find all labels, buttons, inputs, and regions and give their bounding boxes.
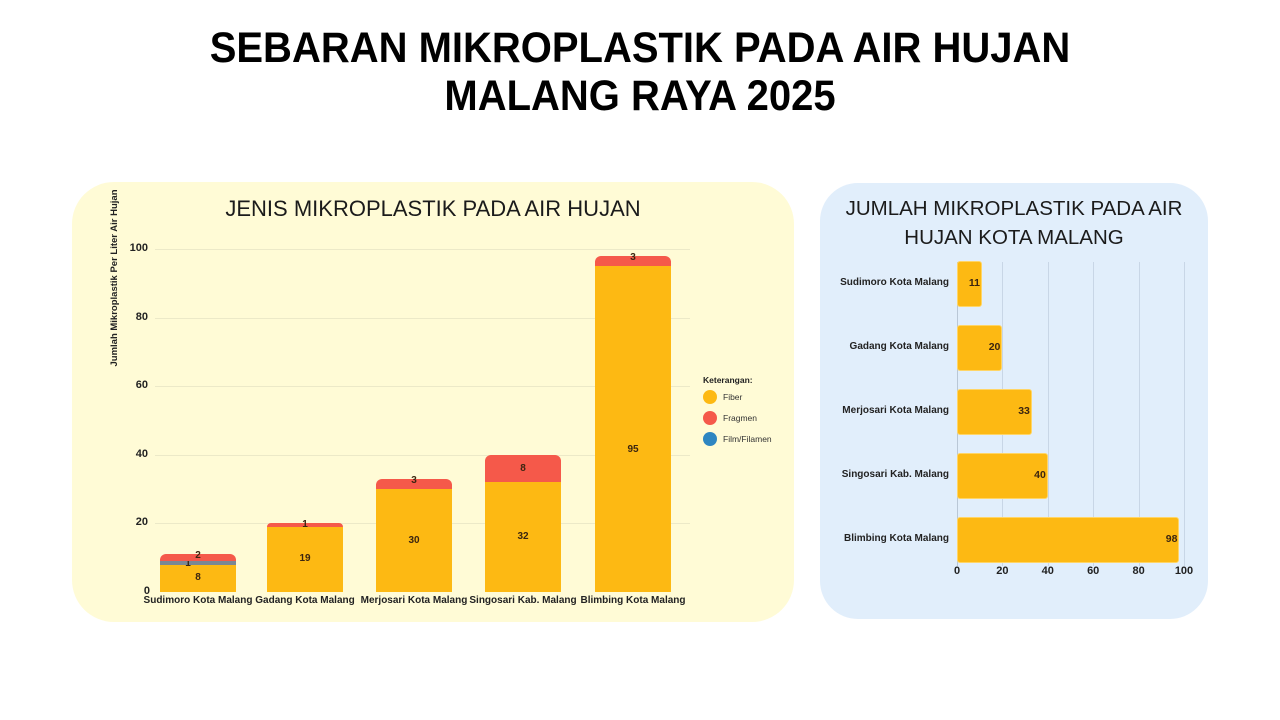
y-category-label: Merjosari Kota Malang — [842, 405, 949, 416]
horizontal-bar — [957, 325, 1003, 371]
bar-segment-fiber — [595, 266, 671, 592]
gridline — [1093, 262, 1095, 566]
x-category-label: Sudimoro Kota Malang — [143, 595, 253, 606]
horizontal-bar — [957, 517, 1180, 563]
bar-segment-fragmen — [160, 554, 236, 562]
y-axis-label: Jumlah Mikroplastik Per Liter Air Hujan — [109, 189, 120, 367]
gridline — [155, 249, 690, 250]
bar-value-label: 3 — [411, 474, 417, 486]
x-tick-label: 80 — [1132, 565, 1145, 577]
bar-value-label: 30 — [408, 534, 420, 546]
y-category-label: Blimbing Kota Malang — [844, 533, 949, 544]
y-category-label: Gadang Kota Malang — [849, 341, 949, 352]
x-category-label: Blimbing Kota Malang — [580, 595, 686, 606]
bar-value-label: 8 — [520, 462, 526, 474]
page-title-line2: MALANG RAYA 2025 — [444, 72, 836, 120]
x-tick-label: 60 — [1087, 565, 1100, 577]
horizontal-bar — [957, 453, 1048, 499]
gridline — [155, 317, 690, 319]
bar-segment-fiber — [376, 489, 452, 592]
horizontal-chart-title: JUMLAH MIKROPLASTIK PADA AIR HUJAN KOTA … — [820, 194, 1208, 252]
bar-value-label: 32 — [517, 531, 529, 543]
x-tick-label: 20 — [996, 565, 1009, 577]
bar-value-label: 19 — [299, 553, 311, 565]
fiber-swatch-icon — [703, 390, 717, 404]
y-tick-label: 100 — [129, 242, 148, 254]
page-title: SEBARAN MIKROPLASTIK PADA AIR HUJAN MALA… — [45, 24, 1235, 120]
gridline — [1138, 262, 1140, 566]
horizontal-chart-title-line2: HUJAN KOTA MALANG — [904, 226, 1124, 249]
y-tick-label: 40 — [135, 447, 148, 460]
bar-segment-film-filamen — [160, 561, 236, 565]
bar-value-label: 1 — [185, 558, 191, 570]
bar-value-label: 2 — [195, 550, 201, 562]
horizontal-bar — [957, 261, 982, 307]
bar-segment-fragmen — [376, 478, 452, 490]
bar-value-label: 8 — [195, 572, 201, 584]
gridline — [1184, 262, 1185, 566]
y-category-label: Singosari Kab. Malang — [841, 469, 949, 480]
fragmen-swatch-icon — [703, 411, 717, 425]
bar-segment-fragmen — [595, 255, 671, 267]
bar-value-label: 11 — [968, 277, 980, 289]
x-category-label: Singosari Kab. Malang — [469, 595, 577, 606]
page-title-line1: SEBARAN MIKROPLASTIK PADA AIR HUJAN — [209, 24, 1071, 72]
x-category-label: Gadang Kota Malang — [255, 595, 355, 606]
legend-item-film-filamen: Film/Filamen — [703, 432, 772, 446]
bar-value-label: 3 — [630, 251, 636, 263]
bar-segment-fiber — [160, 564, 236, 592]
legend-title: Keterangan: — [703, 375, 753, 385]
x-tick-label: 0 — [953, 565, 961, 577]
film-filamen-swatch-icon — [703, 432, 717, 446]
bar-value-label: 40 — [1034, 469, 1046, 481]
x-category-label: Merjosari Kota Malang — [360, 595, 468, 606]
y-tick-label: 80 — [135, 310, 148, 323]
horizontal-bar — [957, 389, 1032, 435]
y-tick-label: 60 — [135, 379, 148, 392]
y-tick-label: 0 — [143, 585, 150, 597]
bar-value-label: 98 — [1165, 533, 1178, 545]
x-tick-label: 100 — [1174, 565, 1194, 577]
bar-segment-fragmen — [267, 523, 343, 527]
bar-segment-fiber — [267, 526, 343, 592]
y-tick-label: 20 — [135, 516, 148, 529]
legend-label-fiber: Fiber — [723, 392, 743, 402]
legend-label-fragmen: Fragmen — [723, 413, 758, 423]
gridline — [155, 386, 690, 388]
y-category-label: Sudimoro Kota Malang — [840, 277, 949, 288]
bar-value-label: 33 — [1018, 405, 1030, 417]
bar-value-label: 20 — [988, 341, 1001, 353]
bar-segment-fragmen — [485, 454, 561, 483]
legend-label-film-filamen: Film/Filamen — [723, 434, 772, 444]
bar-value-label: 95 — [627, 444, 639, 455]
legend-item-fragmen: Fragmen — [703, 411, 757, 425]
bar-value-label: 1 — [302, 519, 308, 531]
gridline — [1047, 262, 1049, 566]
gridline — [155, 454, 690, 456]
stacked-chart-title: JENIS MIKROPLASTIK PADA AIR HUJAN — [225, 196, 641, 221]
legend-item-fiber: Fiber — [703, 390, 742, 404]
bar-segment-fiber — [485, 482, 561, 592]
x-tick-label: 40 — [1041, 565, 1054, 577]
horizontal-chart-title-line1: JUMLAH MIKROPLASTIK PADA AIR — [845, 197, 1183, 220]
